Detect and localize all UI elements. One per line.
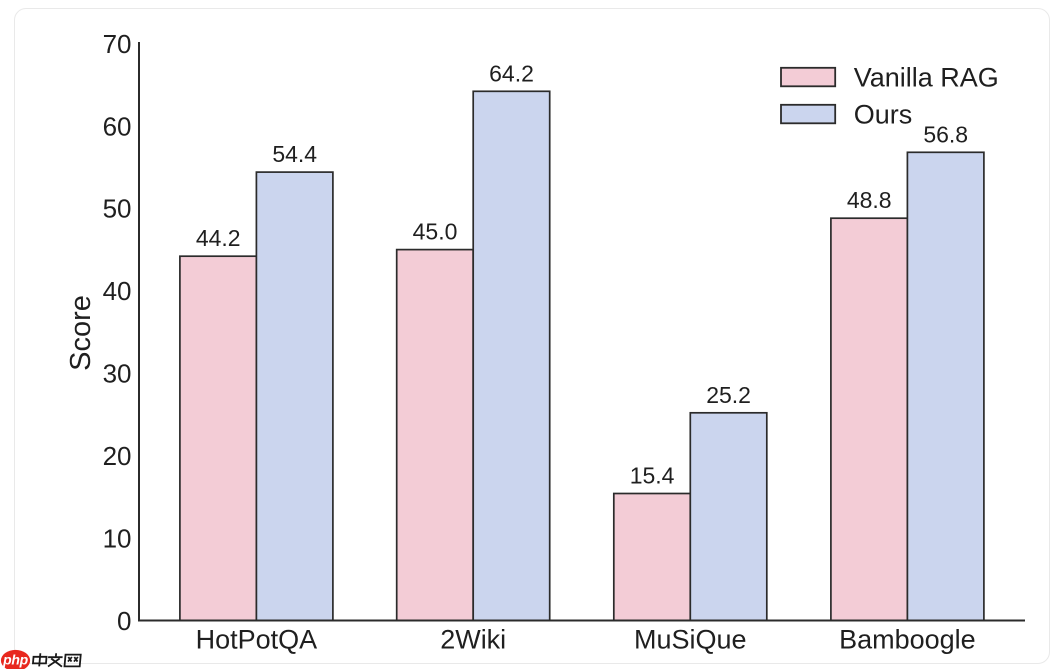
svg-text:60: 60 <box>103 111 132 141</box>
svg-text:54.4: 54.4 <box>272 141 317 167</box>
svg-text:10: 10 <box>103 523 132 553</box>
svg-text:20: 20 <box>103 441 132 471</box>
svg-text:HotPotQA: HotPotQA <box>196 625 318 655</box>
svg-text:40: 40 <box>103 276 132 306</box>
svg-text:15.4: 15.4 <box>630 463 675 489</box>
svg-text:php: php <box>2 652 29 668</box>
svg-text:25.2: 25.2 <box>706 382 751 408</box>
svg-text:Bamboogle: Bamboogle <box>839 625 976 655</box>
svg-text:48.8: 48.8 <box>847 187 892 213</box>
svg-text:56.8: 56.8 <box>923 121 968 147</box>
svg-text:50: 50 <box>103 194 132 224</box>
svg-text:70: 70 <box>103 29 132 59</box>
svg-text:2Wiki: 2Wiki <box>440 625 506 655</box>
svg-text:MuSiQue: MuSiQue <box>634 625 747 655</box>
svg-text:45.0: 45.0 <box>413 219 458 245</box>
svg-text:44.2: 44.2 <box>196 225 241 251</box>
svg-text:30: 30 <box>103 359 132 389</box>
svg-text:Score: Score <box>65 295 97 371</box>
svg-text:0: 0 <box>117 606 131 636</box>
svg-text:Vanilla RAG: Vanilla RAG <box>854 62 999 92</box>
svg-text:64.2: 64.2 <box>489 60 534 86</box>
svg-text:Ours: Ours <box>854 99 913 129</box>
